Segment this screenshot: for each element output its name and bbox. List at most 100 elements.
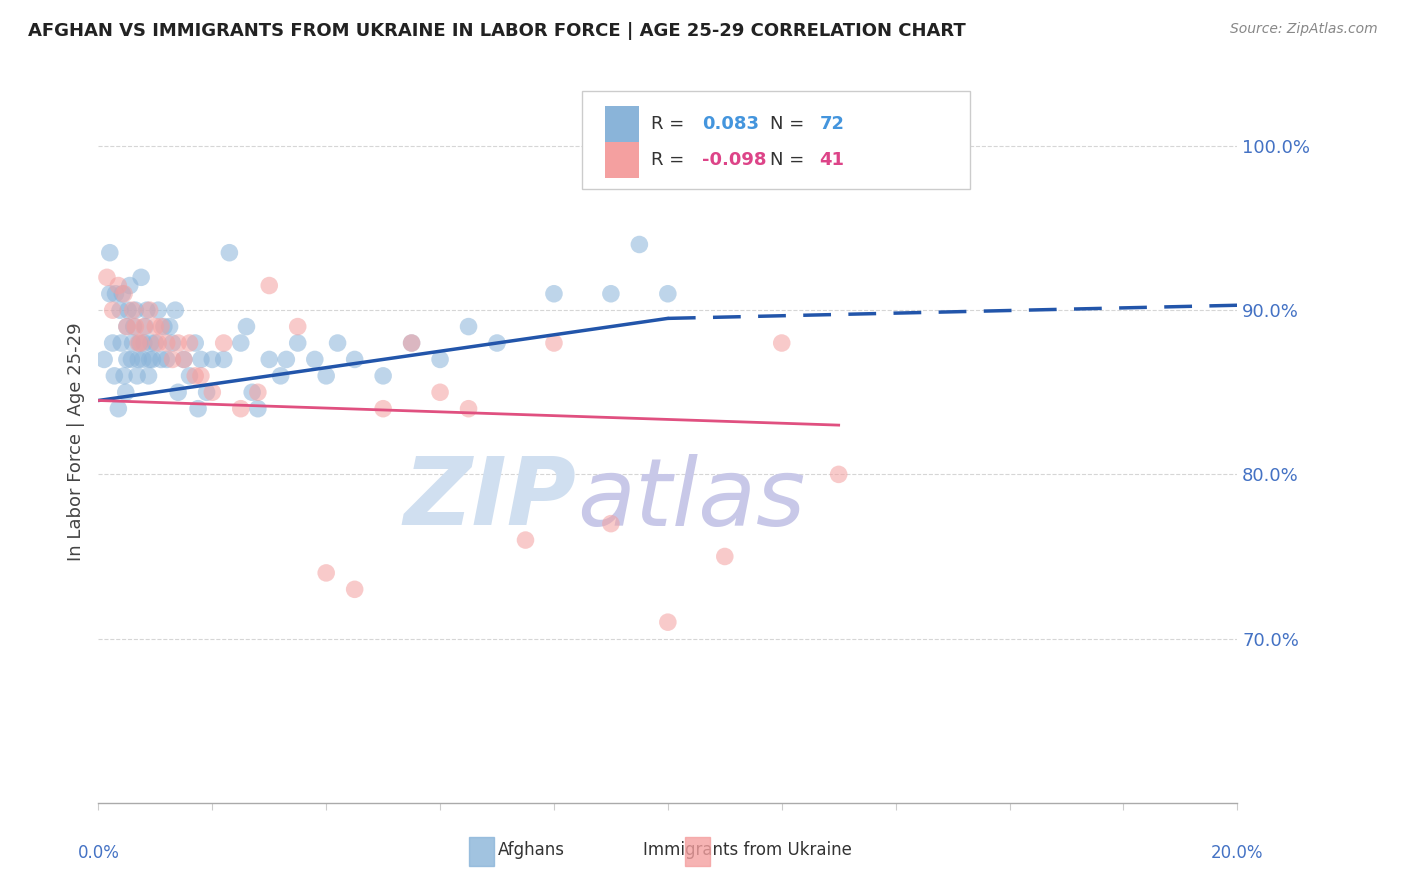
Text: ZIP: ZIP	[404, 453, 576, 545]
Point	[184, 336, 207, 351]
Point	[190, 368, 212, 383]
Point	[401, 336, 423, 351]
FancyBboxPatch shape	[685, 837, 710, 865]
Point	[110, 336, 132, 351]
Point	[276, 352, 298, 367]
FancyBboxPatch shape	[605, 105, 640, 142]
Point	[240, 385, 263, 400]
Point	[148, 336, 170, 351]
Point	[132, 352, 155, 367]
Text: Source: ZipAtlas.com: Source: ZipAtlas.com	[1230, 22, 1378, 37]
Point	[600, 516, 623, 531]
Point	[371, 401, 394, 416]
Text: N =: N =	[770, 151, 810, 169]
Point	[115, 319, 138, 334]
Point	[107, 278, 129, 293]
Point	[150, 319, 173, 334]
Point	[127, 352, 149, 367]
Point	[98, 245, 121, 260]
Point	[104, 286, 127, 301]
Point	[486, 336, 509, 351]
Point	[828, 467, 851, 482]
Point	[315, 368, 337, 383]
Point	[112, 286, 135, 301]
Point	[129, 270, 152, 285]
Text: Afghans: Afghans	[498, 841, 565, 859]
Point	[150, 352, 173, 367]
Point	[304, 352, 326, 367]
Point	[101, 303, 124, 318]
Point	[134, 319, 156, 334]
Point	[93, 352, 115, 367]
Point	[195, 385, 218, 400]
Point	[714, 549, 737, 564]
Text: R =: R =	[651, 115, 690, 133]
Point	[162, 352, 184, 367]
Point	[201, 385, 224, 400]
Point	[190, 352, 212, 367]
Point	[343, 352, 366, 367]
Point	[259, 278, 281, 293]
Point	[184, 368, 207, 383]
Text: 41: 41	[820, 151, 845, 169]
Point	[543, 286, 565, 301]
Point	[121, 336, 143, 351]
Point	[187, 401, 209, 416]
Point	[429, 385, 451, 400]
Point	[246, 401, 269, 416]
Point	[212, 352, 235, 367]
Point	[159, 319, 181, 334]
Text: 20.0%: 20.0%	[1211, 844, 1264, 862]
Point	[429, 352, 451, 367]
Point	[124, 303, 146, 318]
Point	[515, 533, 537, 547]
Point	[132, 319, 155, 334]
Point	[117, 303, 139, 318]
Point	[600, 286, 623, 301]
Point	[167, 336, 190, 351]
Point	[942, 139, 965, 153]
Point	[118, 278, 141, 293]
Point	[942, 139, 965, 153]
Point	[371, 368, 394, 383]
Point	[315, 566, 337, 580]
Point	[212, 336, 235, 351]
Point	[287, 319, 309, 334]
Point	[543, 336, 565, 351]
Point	[145, 336, 167, 351]
Point	[235, 319, 257, 334]
Point	[162, 336, 184, 351]
Point	[270, 368, 292, 383]
Point	[138, 352, 160, 367]
Point	[127, 368, 149, 383]
Text: atlas: atlas	[576, 454, 806, 545]
Point	[343, 582, 366, 597]
Text: AFGHAN VS IMMIGRANTS FROM UKRAINE IN LABOR FORCE | AGE 25-29 CORRELATION CHART: AFGHAN VS IMMIGRANTS FROM UKRAINE IN LAB…	[28, 22, 966, 40]
Point	[115, 319, 138, 334]
Point	[167, 385, 190, 400]
Text: 0.0%: 0.0%	[77, 844, 120, 862]
Text: 72: 72	[820, 115, 845, 133]
Point	[114, 385, 136, 400]
FancyBboxPatch shape	[582, 91, 970, 189]
Point	[246, 385, 269, 400]
Point	[326, 336, 349, 351]
Point	[124, 319, 146, 334]
FancyBboxPatch shape	[468, 837, 494, 865]
Point	[179, 368, 201, 383]
Text: 0.083: 0.083	[702, 115, 759, 133]
Point	[457, 401, 479, 416]
Point	[287, 336, 309, 351]
Point	[201, 352, 224, 367]
Point	[165, 303, 187, 318]
Point	[98, 286, 121, 301]
Point	[173, 352, 195, 367]
Point	[101, 336, 124, 351]
Point	[229, 401, 252, 416]
Point	[156, 352, 179, 367]
Point	[122, 319, 145, 334]
Text: Immigrants from Ukraine: Immigrants from Ukraine	[643, 841, 852, 859]
Point	[401, 336, 423, 351]
Point	[259, 352, 281, 367]
Point	[135, 303, 157, 318]
